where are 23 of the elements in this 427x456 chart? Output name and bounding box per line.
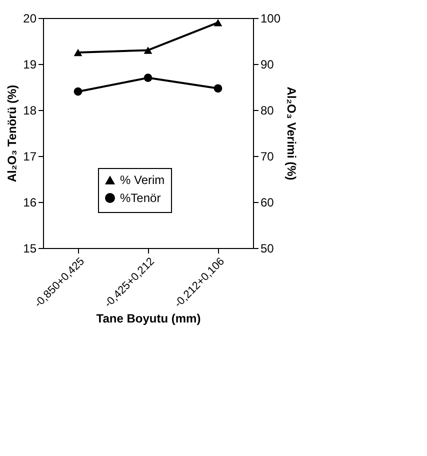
legend-label: %Tenör — [120, 191, 161, 205]
y2-tick-label: 70 — [260, 150, 274, 164]
legend-label: % Verim — [120, 173, 165, 187]
y2-tick-label: 60 — [260, 196, 274, 210]
y2-tick-label: 50 — [260, 242, 274, 256]
y2-tick-label: 80 — [260, 104, 274, 118]
point — [144, 46, 152, 54]
y-tick-label: 17 — [23, 150, 37, 164]
y-axis-title: Al₂O₃ Tenörü (%) — [5, 84, 20, 182]
point — [74, 87, 82, 96]
point — [214, 84, 222, 93]
x-axis-title: Tane Boyutu (mm) — [96, 311, 201, 326]
point — [214, 18, 222, 26]
y2-tick-label: 100 — [260, 12, 281, 26]
y-tick-label: 15 — [23, 242, 37, 256]
point — [74, 48, 82, 56]
y-tick-label: 18 — [23, 104, 37, 118]
y-tick-label: 19 — [23, 58, 37, 72]
point — [144, 74, 152, 82]
y2-axis-title: Al₂O₃ Verimi (%) — [284, 86, 299, 180]
y-tick-label: 16 — [23, 196, 37, 210]
y2-tick-label: 90 — [260, 58, 274, 72]
y-tick-label: 20 — [23, 12, 37, 26]
